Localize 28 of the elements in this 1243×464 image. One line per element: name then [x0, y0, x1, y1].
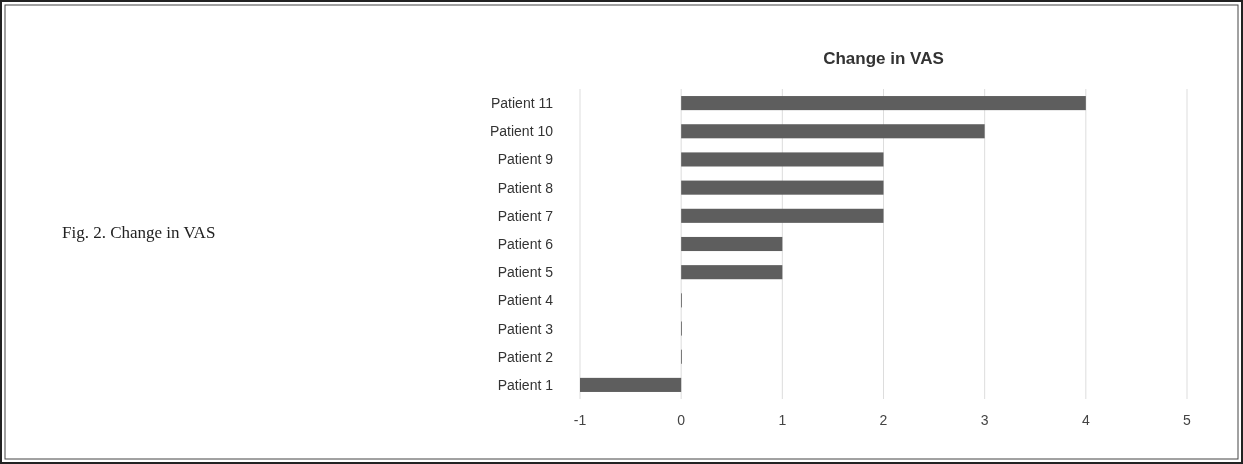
- bar: [681, 208, 884, 223]
- y-tick-label: Patient 8: [497, 179, 554, 196]
- x-tick-label: 0: [677, 412, 686, 428]
- x-tick-label: -1: [573, 412, 587, 428]
- bar: [580, 377, 682, 392]
- y-tick-label: Patient 5: [497, 264, 554, 281]
- bar: [681, 265, 783, 280]
- bar: [681, 124, 985, 139]
- y-tick-label: Patient 3: [497, 320, 554, 337]
- y-tick-label: Patient 2: [497, 348, 554, 365]
- y-tick-label: Patient 6: [497, 236, 554, 252]
- y-tick-label: Patient 9: [497, 151, 554, 168]
- bar: [681, 152, 884, 167]
- x-tick-label: 2: [879, 412, 888, 428]
- y-tick-label: Patient 1: [497, 376, 554, 393]
- bar: [681, 236, 783, 252]
- bar: [681, 96, 1086, 111]
- x-tick-label: 3: [980, 412, 989, 428]
- chart-title: Change in VAS: [823, 49, 944, 68]
- y-tick-label: Patient 10: [489, 123, 554, 140]
- x-tick-label: 4: [1081, 412, 1090, 428]
- caption: Fig. 2. Change in VAS: [62, 223, 216, 242]
- x-tick-label: 1: [778, 412, 787, 428]
- bar: [681, 180, 884, 195]
- x-tick-label: 5: [1183, 412, 1192, 428]
- y-tick-label: Patient 7: [497, 207, 554, 224]
- y-tick-label: Patient 4: [497, 292, 554, 309]
- y-tick-label: Patient 11: [490, 95, 554, 112]
